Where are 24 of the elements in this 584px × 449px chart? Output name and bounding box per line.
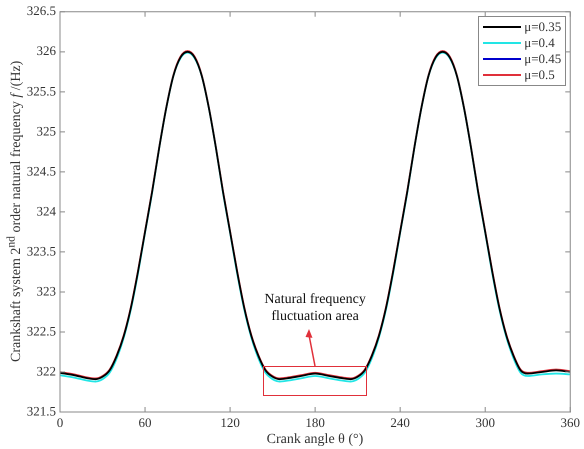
x-tick-label: 180 (305, 415, 325, 430)
y-tick-label: 322.5 (26, 323, 56, 338)
x-tick-label: 240 (390, 415, 410, 430)
x-tick-label: 120 (220, 415, 240, 430)
x-tick-label: 60 (138, 415, 152, 430)
y-tick-label: 326.5 (26, 3, 56, 18)
x-tick-label: 0 (56, 415, 64, 430)
x-tick-label: 360 (560, 415, 580, 430)
annotation: Natural frequency fluctuation area (263, 291, 367, 326)
y-tick-label: 322 (36, 363, 56, 378)
y-tick-label: 323 (36, 283, 56, 298)
legend-label: μ=0.45 (524, 50, 562, 67)
y-tick-label: 326 (36, 43, 56, 58)
legend-label: μ=0.4 (524, 34, 555, 51)
y-tick-label: 325 (36, 123, 56, 138)
legend-label: μ=0.35 (524, 18, 562, 35)
y-tick-label: 324.5 (26, 163, 56, 178)
x-axis-title: Crank angle θ (°) (266, 432, 364, 448)
y-tick-label: 325.5 (26, 83, 56, 98)
legend-label: μ=0.5 (524, 66, 555, 83)
y-tick-label: 323.5 (26, 243, 56, 258)
x-tick-label: 300 (475, 415, 495, 430)
y-tick-label: 321.5 (26, 403, 56, 418)
y-tick-label: 324 (36, 203, 56, 218)
